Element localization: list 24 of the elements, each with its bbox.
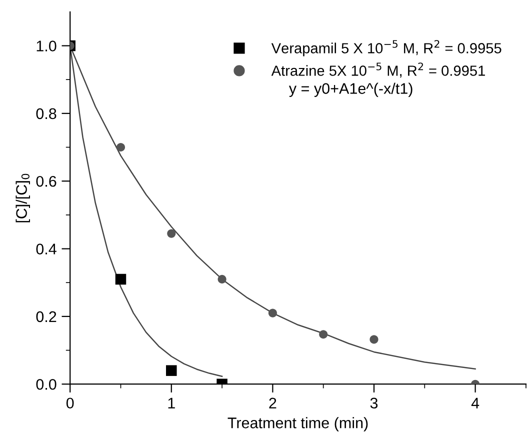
x-tick-label: 4: [471, 398, 480, 408]
legend-label: Verapamil 5 X 10$^{−5}$ M, R$^{2}$ = 0.9955: [271, 40, 502, 56]
y-tick-label: 0.0: [36, 378, 56, 390]
point: [218, 274, 226, 284]
y-tick-label: 1.0: [36, 40, 56, 52]
y-axis-title: [C]/[C]$_{0}$: [16, 174, 30, 222]
y-tick-label: 0.6: [36, 176, 56, 187]
y-tick-label: 0.4: [36, 244, 56, 254]
point: [268, 308, 277, 318]
x-tick-label: 1: [168, 398, 175, 408]
point: [116, 142, 126, 152]
point: [167, 229, 176, 238]
x-axis-title: Treatment time (min): [228, 417, 368, 432]
y-tick-label: 0.8: [36, 108, 56, 120]
point: [115, 274, 126, 285]
x-tick-label: 2: [269, 398, 276, 408]
annotation: y = y0+A1e^(-x/t1): [288, 82, 412, 97]
point: [166, 365, 177, 376]
point: [370, 335, 378, 344]
point: [319, 330, 328, 339]
legend-label: Atrazine 5X 10$^{−5}$ M, R$^{2}$ = 0.9951: [271, 62, 485, 78]
x-tick-label: 3: [370, 398, 378, 409]
y-tick-label: 0.2: [36, 311, 56, 322]
x-tick-label: 0: [66, 398, 74, 409]
